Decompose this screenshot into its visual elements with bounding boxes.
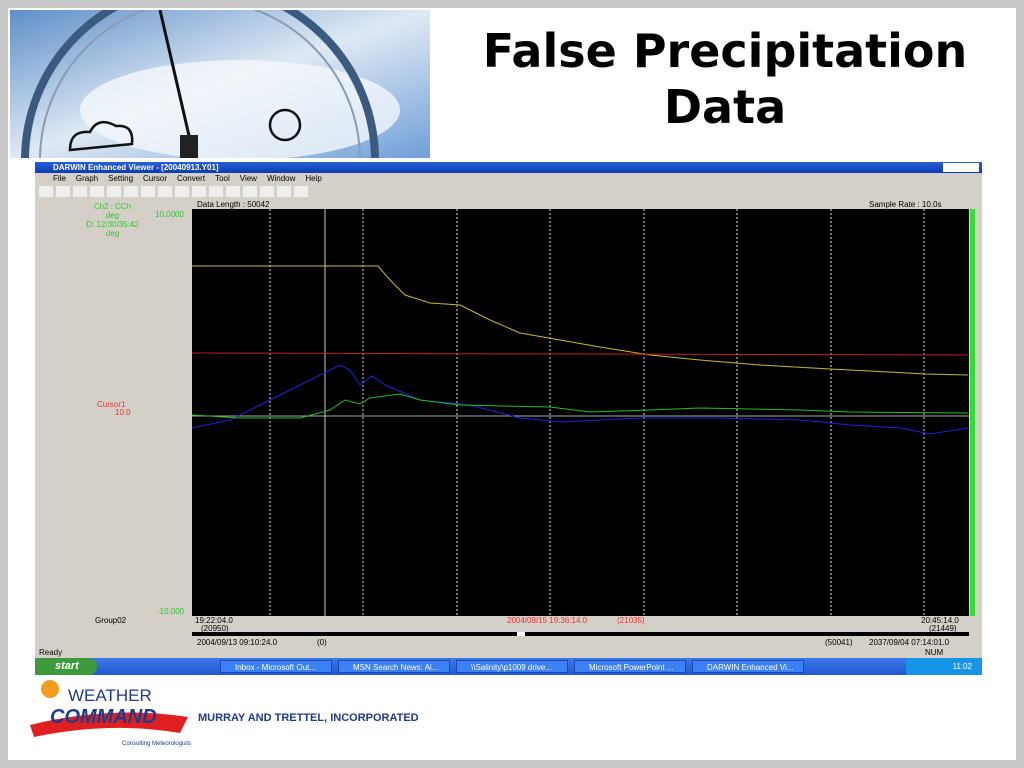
menu-item[interactable]: Help [305,174,322,183]
sample-rate: Sample Rate : 10.0s [869,200,942,209]
y-top: 10.0000 [155,210,184,219]
start-button[interactable]: start [35,658,97,675]
time-cursor: 2004/09/15 19:36:14.0 [507,616,588,625]
taskbar: start 11:02 Inbox - Microsoft Out... MSN … [35,658,982,675]
task-item[interactable]: MSN Search News: Ai... [338,660,450,673]
company-name: MURRAY AND TRETTEL, INCORPORATED [198,712,419,724]
index-cursor: (21035) [617,616,645,625]
task-item[interactable]: Inbox - Microsoft Out... [220,660,332,673]
menu-item[interactable]: File [53,174,66,183]
channel-line: D: 12/30/35:42 [86,220,139,229]
menu-bar: File Graph Setting Cursor Convert Tool View Win… [53,174,322,183]
menu-item[interactable]: Setting [108,174,134,183]
channel-line: Ch2 : CCh [93,202,132,211]
time-left: 19:22:04.0 [195,616,233,625]
index-left: (20950) [201,624,229,633]
num-indicator: NUM [925,648,944,657]
start-index: (0) [317,638,327,647]
end-index: (50041) [825,638,853,647]
plot [192,209,975,616]
channel-line: deg [105,211,120,220]
task-item[interactable]: Microsoft PowerPoint ... [574,660,686,673]
menu-item[interactable]: Cursor [143,174,168,183]
logo-main: COMMAND [50,706,157,728]
logo-sub: Consulting Meteorologists [122,741,191,747]
header-image [10,10,430,158]
menu-item[interactable]: Graph [75,174,99,183]
title-bar: DARWIN Enhanced Viewer - [20040913.Y01] [35,162,982,173]
group-label: Group02 [95,616,127,625]
app-window: DARWIN Enhanced Viewer - [20040913.Y01] … [35,162,982,675]
clock: 11:02 [906,658,982,675]
scrollbar[interactable] [192,632,969,636]
slide-title: Data [663,80,787,134]
logo: WEATHER COMMAND Consulting Meteorologist… [30,680,191,747]
end-time: 2037/09/04 07:14:01.0 [869,638,950,647]
start-time: 2004/09/13 09:10:24.0 [197,638,278,647]
status-text: Ready [39,648,63,657]
index-right: (21449) [929,624,957,633]
window-title: DARWIN Enhanced Viewer - [20040913.Y01] [53,163,219,172]
task-item[interactable]: \\Salinity\p1009 drive... [456,660,568,673]
cursor-value: 10.0 [115,408,131,417]
menu-item[interactable]: View [239,174,257,183]
y-bottom: -10.000 [157,607,185,616]
channel-info: Ch2 : CCh deg D: 12/30/35:42 deg [35,202,190,238]
toolbar[interactable] [39,186,309,197]
window-buttons[interactable] [943,163,979,172]
time-right: 20:45:14.0 [921,616,959,625]
menu-item[interactable]: Convert [177,174,206,183]
menu-item[interactable]: Window [266,174,296,183]
data-length: Data Length : 50042 [197,200,270,209]
slide-title: False Precipitation [482,24,968,78]
channel-line: deg [105,229,120,238]
logo-top: WEATHER [68,686,152,705]
task-item[interactable]: DARWIN Enhanced Vi... [692,660,804,673]
cursor-label: Cursor1 [97,400,126,409]
menu-item[interactable]: Tool [215,174,230,183]
